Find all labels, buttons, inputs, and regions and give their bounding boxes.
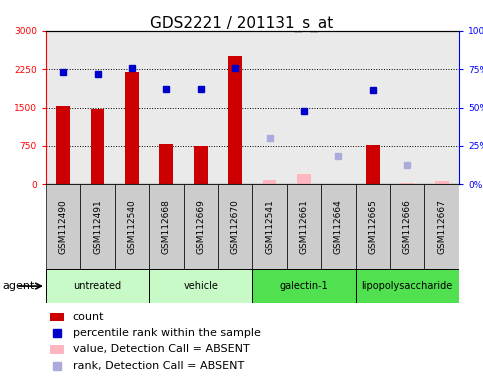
FancyBboxPatch shape xyxy=(80,184,114,269)
Text: GDS2221 / 201131_s_at: GDS2221 / 201131_s_at xyxy=(150,15,333,31)
Text: GSM112664: GSM112664 xyxy=(334,199,343,254)
Bar xyxy=(435,181,449,184)
FancyBboxPatch shape xyxy=(252,184,287,269)
Bar xyxy=(91,109,104,184)
Text: GSM112491: GSM112491 xyxy=(93,199,102,254)
Text: GSM112666: GSM112666 xyxy=(403,199,412,254)
FancyBboxPatch shape xyxy=(355,270,459,303)
FancyBboxPatch shape xyxy=(149,270,252,303)
Text: GSM112665: GSM112665 xyxy=(369,199,377,254)
Bar xyxy=(114,31,149,184)
Text: rank, Detection Call = ABSENT: rank, Detection Call = ABSENT xyxy=(73,361,244,371)
Bar xyxy=(390,31,425,184)
Text: GSM112670: GSM112670 xyxy=(231,199,240,254)
Text: GSM112490: GSM112490 xyxy=(58,199,68,254)
Text: GSM112541: GSM112541 xyxy=(265,199,274,254)
Bar xyxy=(46,31,80,184)
Bar xyxy=(194,146,208,184)
Text: GSM112661: GSM112661 xyxy=(299,199,309,254)
FancyBboxPatch shape xyxy=(218,184,252,269)
Text: lipopolysaccharide: lipopolysaccharide xyxy=(362,281,453,291)
FancyBboxPatch shape xyxy=(46,270,149,303)
Bar xyxy=(80,31,114,184)
Bar xyxy=(228,56,242,184)
Bar xyxy=(287,31,321,184)
Text: galectin-1: galectin-1 xyxy=(280,281,328,291)
Text: GSM112540: GSM112540 xyxy=(128,199,136,254)
FancyBboxPatch shape xyxy=(252,270,355,303)
FancyBboxPatch shape xyxy=(114,184,149,269)
Bar xyxy=(149,31,184,184)
Text: GSM112667: GSM112667 xyxy=(437,199,446,254)
Text: value, Detection Call = ABSENT: value, Detection Call = ABSENT xyxy=(73,344,250,354)
FancyBboxPatch shape xyxy=(46,184,80,269)
Text: GSM112668: GSM112668 xyxy=(162,199,171,254)
FancyBboxPatch shape xyxy=(184,184,218,269)
Text: count: count xyxy=(73,312,104,322)
Bar xyxy=(252,31,287,184)
FancyBboxPatch shape xyxy=(425,184,459,269)
Text: agent: agent xyxy=(2,281,35,291)
Bar xyxy=(50,313,64,321)
Text: untreated: untreated xyxy=(73,281,122,291)
Bar xyxy=(125,72,139,184)
Text: vehicle: vehicle xyxy=(184,281,218,291)
Text: GSM112669: GSM112669 xyxy=(196,199,205,254)
Text: percentile rank within the sample: percentile rank within the sample xyxy=(73,328,261,338)
FancyBboxPatch shape xyxy=(390,184,425,269)
FancyBboxPatch shape xyxy=(149,184,184,269)
Bar xyxy=(50,345,64,354)
Bar xyxy=(159,144,173,184)
Bar xyxy=(263,180,276,184)
Bar xyxy=(56,106,70,184)
FancyBboxPatch shape xyxy=(287,184,321,269)
Bar xyxy=(355,31,390,184)
Bar xyxy=(366,146,380,184)
Bar xyxy=(297,174,311,184)
FancyBboxPatch shape xyxy=(321,184,355,269)
Bar xyxy=(400,183,414,184)
Bar xyxy=(184,31,218,184)
FancyBboxPatch shape xyxy=(355,184,390,269)
Bar xyxy=(425,31,459,184)
Bar xyxy=(321,31,355,184)
Bar xyxy=(218,31,252,184)
